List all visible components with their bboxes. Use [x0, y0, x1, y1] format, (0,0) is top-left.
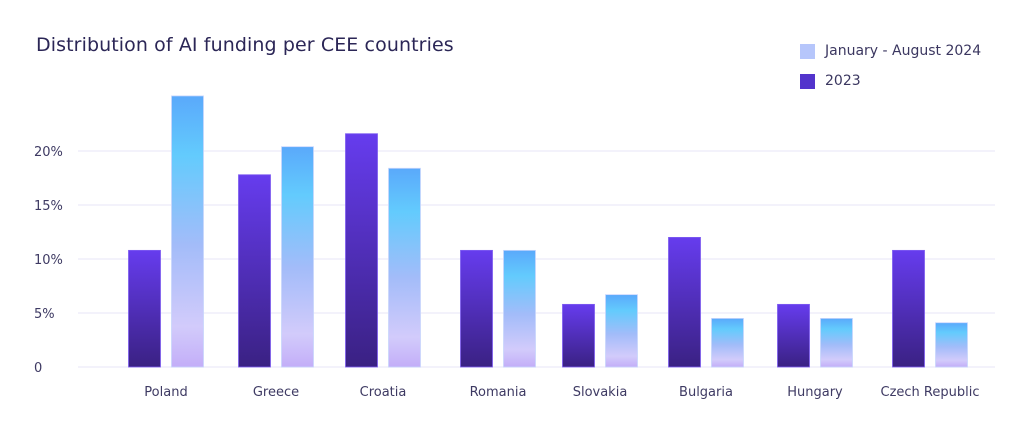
bar-2024-croatia	[388, 167, 421, 368]
bar-2023-greece	[238, 174, 271, 368]
legend-label-2023: 2023	[825, 73, 861, 89]
chart-title: Distribution of AI funding per CEE count…	[36, 34, 454, 56]
x-tick-label: Czech Republic	[881, 385, 980, 400]
x-tick-label: Poland	[144, 385, 187, 400]
y-tick-label: 10%	[34, 253, 63, 268]
bar-2023-czech-republic	[892, 249, 925, 368]
y-tick-label: 0	[34, 361, 42, 376]
legend-swatch-2023	[800, 73, 815, 89]
y-tick-label: 15%	[34, 199, 63, 214]
bar-2023-croatia	[345, 133, 378, 368]
x-tick-label: Romania	[470, 385, 527, 400]
legend-item-2024: January - August 2024	[800, 36, 981, 66]
legend: January - August 2024 2023	[800, 36, 981, 96]
bar-2023-bulgaria	[668, 236, 701, 368]
bar-2024-hungary	[820, 317, 853, 368]
bar-2024-greece	[281, 146, 314, 368]
x-tick-label: Greece	[253, 385, 299, 400]
bar-2024-slovakia	[605, 294, 638, 368]
legend-item-2023: 2023	[800, 66, 981, 96]
bar-2024-czech-republic	[935, 322, 968, 368]
bar-2024-romania	[503, 249, 536, 368]
x-tick-label: Croatia	[360, 385, 407, 400]
bar-2023-poland	[128, 249, 161, 368]
legend-label-2024: January - August 2024	[825, 43, 982, 59]
bar-2024-poland	[171, 95, 204, 368]
x-tick-label: Slovakia	[573, 385, 628, 400]
bar-2023-romania	[460, 249, 493, 368]
legend-swatch-2024	[800, 43, 815, 59]
bar-2024-bulgaria	[711, 317, 744, 368]
y-tick-label: 20%	[34, 145, 63, 160]
bar-2023-hungary	[777, 303, 810, 368]
bar-2023-slovakia	[562, 303, 595, 368]
x-tick-label: Bulgaria	[679, 385, 733, 400]
y-tick-label: 5%	[34, 307, 55, 322]
x-tick-label: Hungary	[787, 385, 843, 400]
